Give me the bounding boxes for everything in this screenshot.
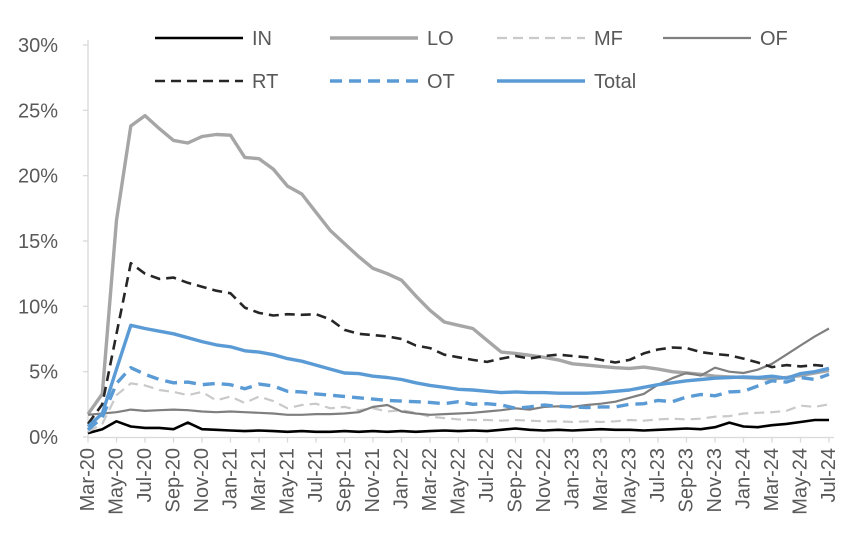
x-axis-label: Mar-21	[248, 448, 270, 511]
legend-label-ot: OT	[427, 71, 455, 93]
series-line-rt	[86, 261, 830, 425]
x-axis-label: Jan-22	[391, 448, 413, 509]
series-line-total	[86, 323, 830, 428]
legend-label-rt: RT	[252, 71, 278, 93]
x-axis-label: Nov-22	[533, 448, 555, 512]
legend-label-total: Total	[594, 71, 636, 93]
x-axis-label: Jul-20	[134, 448, 156, 502]
legend-label-of: OF	[760, 28, 788, 50]
y-axis-label: 25%	[18, 100, 58, 122]
y-axis-label: 10%	[18, 296, 58, 318]
x-axis-label: May-21	[277, 448, 299, 515]
x-axis-label: Jan-21	[220, 448, 242, 509]
x-axis-label: Sep-22	[505, 448, 527, 513]
x-axis-label: May-24	[790, 448, 812, 515]
x-axis-label: Nov-23	[704, 448, 726, 512]
x-axis-label: Mar-22	[419, 448, 441, 511]
legend-label-lo: LO	[427, 28, 454, 50]
x-axis-label: Mar-20	[77, 448, 99, 511]
x-axis-label: May-23	[619, 448, 641, 515]
x-axis-label: May-20	[106, 448, 128, 515]
x-axis-label: Jul-23	[647, 448, 669, 502]
legend-label-in: IN	[252, 28, 272, 50]
y-axis-label: 15%	[18, 231, 58, 253]
y-axis-label: 20%	[18, 166, 58, 188]
series-line-of	[87, 327, 830, 416]
x-axis-label: May-22	[448, 448, 470, 515]
series-line-in	[87, 418, 829, 435]
y-axis-label: 30%	[18, 35, 58, 57]
x-axis-label: Jul-21	[305, 448, 327, 502]
x-axis-label: Jan-24	[733, 448, 755, 509]
x-axis-label: Sep-23	[676, 448, 698, 513]
x-axis-label: Mar-24	[761, 448, 783, 511]
legend-label-mf: MF	[594, 28, 623, 50]
series-line-mf	[87, 382, 830, 433]
x-axis-label: Jul-22	[476, 448, 498, 502]
x-axis-label: Sep-20	[163, 448, 185, 513]
x-axis-label: Nov-20	[191, 448, 213, 512]
series-line-ot	[86, 366, 830, 432]
x-axis-label: Jan-23	[562, 448, 584, 509]
x-axis-label: Mar-23	[590, 448, 612, 511]
x-axis-label: Sep-21	[334, 448, 356, 513]
y-axis-label: 0%	[29, 427, 58, 449]
x-axis-label: Jul-24	[818, 448, 840, 502]
x-axis-label: Nov-21	[362, 448, 384, 512]
y-axis-label: 5%	[29, 362, 58, 384]
series-line-lo	[86, 113, 830, 416]
